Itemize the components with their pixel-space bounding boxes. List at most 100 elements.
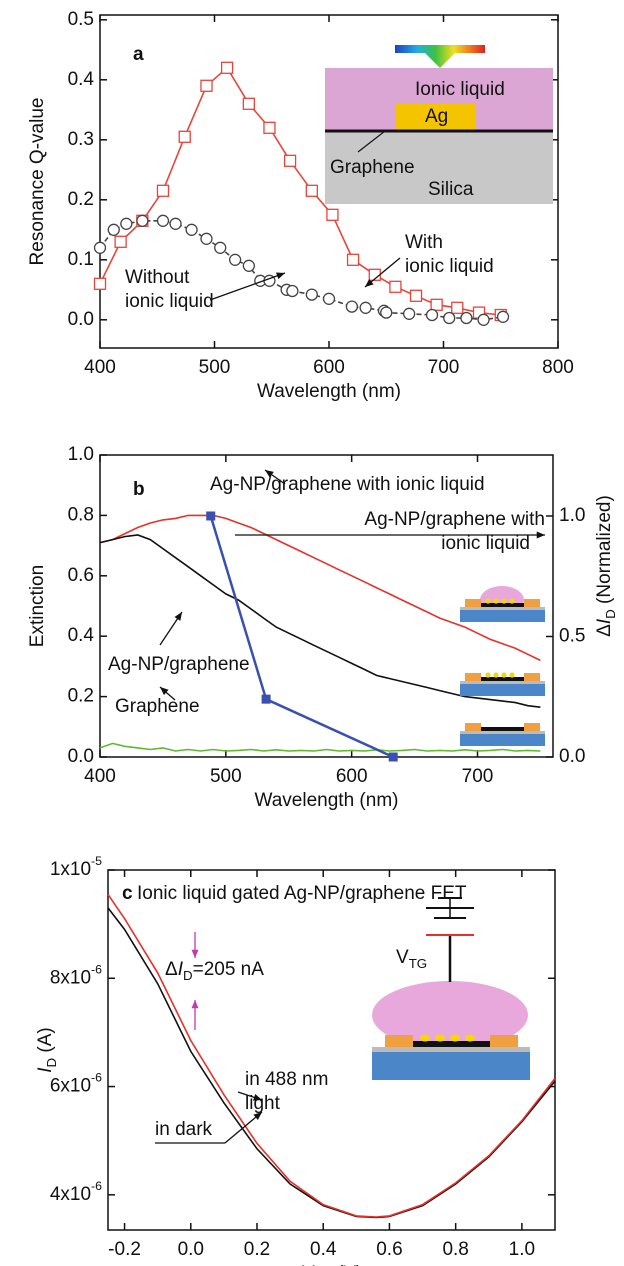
fet-np — [450, 1034, 460, 1042]
device-substrate — [460, 610, 545, 622]
marker — [346, 253, 360, 266]
inset-ag — [395, 103, 475, 131]
marker — [242, 97, 256, 110]
marker — [200, 232, 213, 245]
device-pad — [465, 723, 481, 731]
device-pad — [524, 723, 540, 731]
y2-axis-label: ΔID (Normalized) — [594, 495, 618, 637]
inset-label: Ag — [425, 106, 448, 127]
device-substrate — [460, 684, 545, 696]
marker — [283, 154, 297, 167]
arrow-head — [253, 1094, 262, 1101]
device-pad — [524, 673, 540, 681]
device-substrate — [460, 734, 545, 746]
text-part: TG — [409, 956, 427, 971]
y-axis-label: Extinction — [27, 565, 48, 647]
marker — [136, 214, 149, 227]
y-tick-label: 6x10-6 — [50, 1071, 102, 1097]
marker — [156, 214, 170, 227]
arrow-head — [191, 949, 199, 958]
marker — [185, 223, 198, 236]
text-part: -5 — [91, 854, 102, 868]
device-np — [493, 598, 499, 604]
x-tick-label: 700 — [462, 766, 494, 787]
marker — [388, 752, 398, 762]
y-tick-label: 1.0 — [68, 444, 94, 465]
x-tick-label: 500 — [210, 766, 242, 787]
y2-tick-label: 0.5 — [559, 626, 585, 647]
annotation: ΔID=205 nA — [165, 959, 264, 983]
x-tick-label: 0.0 — [178, 1239, 204, 1260]
marker — [93, 241, 107, 254]
marker — [242, 259, 256, 272]
x-tick-label: 500 — [199, 357, 231, 378]
text-part: Δ — [165, 959, 178, 980]
x-axis-label: Wavelength (nm) — [255, 790, 399, 811]
text-part: 4x10 — [50, 1184, 91, 1205]
inset-label: VTG — [396, 947, 427, 971]
marker — [114, 235, 127, 248]
annotation: Ag-NP/graphene with ionic liquid — [210, 474, 485, 495]
x-tick-label: 600 — [313, 357, 345, 378]
y-tick-label: 0.6 — [68, 565, 94, 586]
text-part: I — [35, 1067, 56, 1073]
marker — [305, 288, 318, 301]
y2-tick-label: 1.0 — [559, 505, 585, 526]
text-part: 8x10 — [50, 967, 91, 988]
marker — [402, 307, 416, 320]
device-np — [509, 672, 515, 678]
y-axis-label: Resonance Q-value — [27, 98, 48, 266]
arrow-head — [265, 470, 274, 478]
y-tick-label: 1x10-5 — [50, 854, 102, 880]
marker — [460, 311, 473, 325]
marker — [286, 284, 299, 298]
x-tick-label: 400 — [84, 766, 116, 787]
device-np — [509, 598, 515, 604]
marker — [228, 253, 242, 266]
text-part: -6 — [91, 963, 102, 977]
marker — [380, 306, 393, 319]
inset-label: Graphene — [330, 157, 415, 178]
y-tick-label: 0.5 — [68, 9, 94, 30]
text-part: -6 — [91, 1179, 102, 1193]
fet-np — [435, 1034, 445, 1042]
device-graphene — [481, 677, 524, 681]
arrow-head — [253, 1112, 262, 1121]
x-tick-label: 0.4 — [310, 1239, 337, 1260]
marker — [93, 277, 107, 290]
x-tick-label: 0.2 — [244, 1239, 270, 1260]
arrow-head — [191, 1000, 199, 1009]
y-tick-label: 0.4 — [68, 69, 95, 90]
x-tick-label: 800 — [542, 357, 574, 378]
marker — [220, 61, 234, 74]
text-part: I — [178, 959, 184, 980]
text-part: V — [301, 1263, 316, 1266]
annotation: in dark — [155, 1119, 213, 1140]
device-np — [501, 672, 507, 678]
device-np — [501, 598, 507, 604]
device-pad — [524, 599, 540, 607]
device-np — [485, 672, 491, 678]
y-tick-label: 0.1 — [68, 249, 94, 270]
marker — [477, 313, 490, 326]
y2-tick-label: 0.0 — [559, 746, 585, 767]
annotation: ionic liquid — [405, 256, 494, 277]
arrow-head — [365, 279, 374, 287]
text-part: V — [396, 947, 409, 968]
text-part: -6 — [91, 1071, 102, 1085]
fet-np — [465, 1034, 475, 1042]
text-part: D — [183, 968, 193, 983]
annotation: With — [405, 232, 443, 253]
inset-label: Silica — [428, 179, 474, 200]
chart-title: Ionic liquid gated Ag-NP/graphene FET — [137, 883, 467, 904]
x-tick-label: 400 — [84, 357, 116, 378]
marker — [200, 79, 213, 92]
device-pad — [465, 599, 481, 607]
device-pad — [465, 673, 481, 681]
arrow-head — [276, 272, 285, 280]
text-part: (Normalized) — [594, 495, 615, 609]
x-axis-label: Wavelength (nm) — [257, 381, 401, 402]
x-tick-label: 700 — [428, 357, 460, 378]
